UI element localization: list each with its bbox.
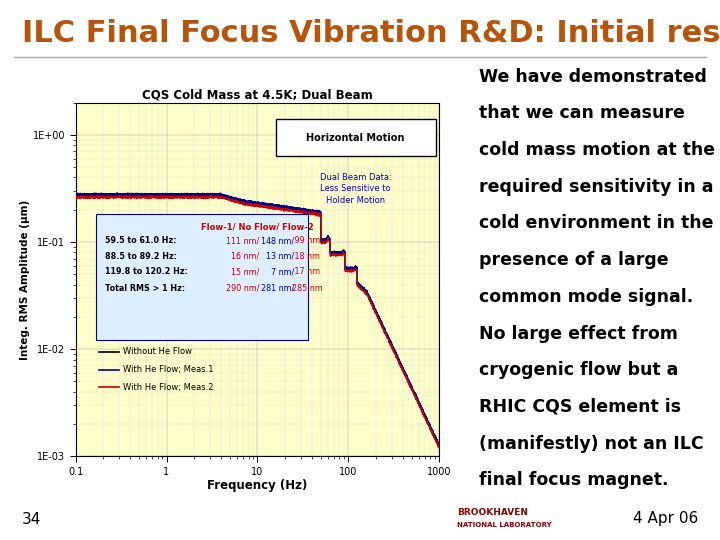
Y-axis label: Integ. RMS Amplitude (μm): Integ. RMS Amplitude (μm) (20, 199, 30, 360)
Text: 13 nm/: 13 nm/ (261, 252, 294, 261)
Text: cold environment in the: cold environment in the (479, 214, 714, 232)
Text: Without He Flow: Without He Flow (123, 347, 192, 356)
Text: 34: 34 (22, 511, 41, 526)
Text: 281 nm/: 281 nm/ (261, 284, 294, 293)
X-axis label: Frequency (Hz): Frequency (Hz) (207, 480, 307, 492)
Text: 290 nm/: 290 nm/ (227, 284, 260, 293)
Text: With He Flow; Meas.1: With He Flow; Meas.1 (123, 365, 213, 374)
Text: that we can measure: that we can measure (479, 104, 685, 122)
Text: With He Flow; Meas.2: With He Flow; Meas.2 (123, 383, 213, 392)
Text: cryogenic flow but a: cryogenic flow but a (479, 361, 678, 379)
Text: common mode signal.: common mode signal. (479, 288, 693, 306)
Title: CQS Cold Mass at 4.5K; Dual Beam: CQS Cold Mass at 4.5K; Dual Beam (142, 89, 373, 102)
Text: required sensitivity in a: required sensitivity in a (479, 178, 714, 195)
Text: 285 nm: 285 nm (292, 284, 323, 293)
Text: Dual Beam Data:
Less Sensitive to
Holder Motion: Dual Beam Data: Less Sensitive to Holder… (320, 173, 392, 205)
Text: No large effect from: No large effect from (479, 325, 678, 342)
Text: 59.5 to 61.0 Hz:: 59.5 to 61.0 Hz: (104, 237, 176, 245)
Text: 7 nm/: 7 nm/ (261, 267, 294, 276)
Text: 18 nm: 18 nm (292, 252, 320, 261)
Text: 99 nm: 99 nm (292, 237, 320, 245)
Text: (manifestly) not an ILC: (manifestly) not an ILC (479, 435, 703, 453)
Text: ILC Final Focus Vibration R&D: Initial results: ILC Final Focus Vibration R&D: Initial r… (22, 19, 720, 48)
Text: presence of a large: presence of a large (479, 251, 668, 269)
Text: RHIC CQS element is: RHIC CQS element is (479, 398, 681, 416)
Text: 17 nm: 17 nm (292, 267, 320, 276)
Text: 4 Apr 06: 4 Apr 06 (633, 511, 698, 526)
Text: 88.5 to 89.2 Hz:: 88.5 to 89.2 Hz: (104, 252, 176, 261)
Text: 15 nm/: 15 nm/ (227, 267, 260, 276)
FancyBboxPatch shape (276, 118, 436, 156)
Text: 148 nm/: 148 nm/ (261, 237, 294, 245)
Text: 119.8 to 120.2 Hz:: 119.8 to 120.2 Hz: (104, 267, 188, 276)
Text: BROOKHAVEN: BROOKHAVEN (457, 508, 528, 517)
FancyBboxPatch shape (96, 214, 308, 340)
Text: Flow-1/ No Flow/ Flow-2: Flow-1/ No Flow/ Flow-2 (201, 222, 314, 231)
Text: We have demonstrated: We have demonstrated (479, 68, 706, 85)
Text: Horizontal Motion: Horizontal Motion (307, 133, 405, 143)
Text: cold mass motion at the: cold mass motion at the (479, 141, 715, 159)
Text: Total RMS > 1 Hz:: Total RMS > 1 Hz: (104, 284, 185, 293)
Text: NATIONAL LABORATORY: NATIONAL LABORATORY (457, 522, 552, 528)
Text: final focus magnet.: final focus magnet. (479, 471, 668, 489)
Text: 16 nm/: 16 nm/ (227, 252, 260, 261)
Text: 111 nm/: 111 nm/ (227, 237, 260, 245)
